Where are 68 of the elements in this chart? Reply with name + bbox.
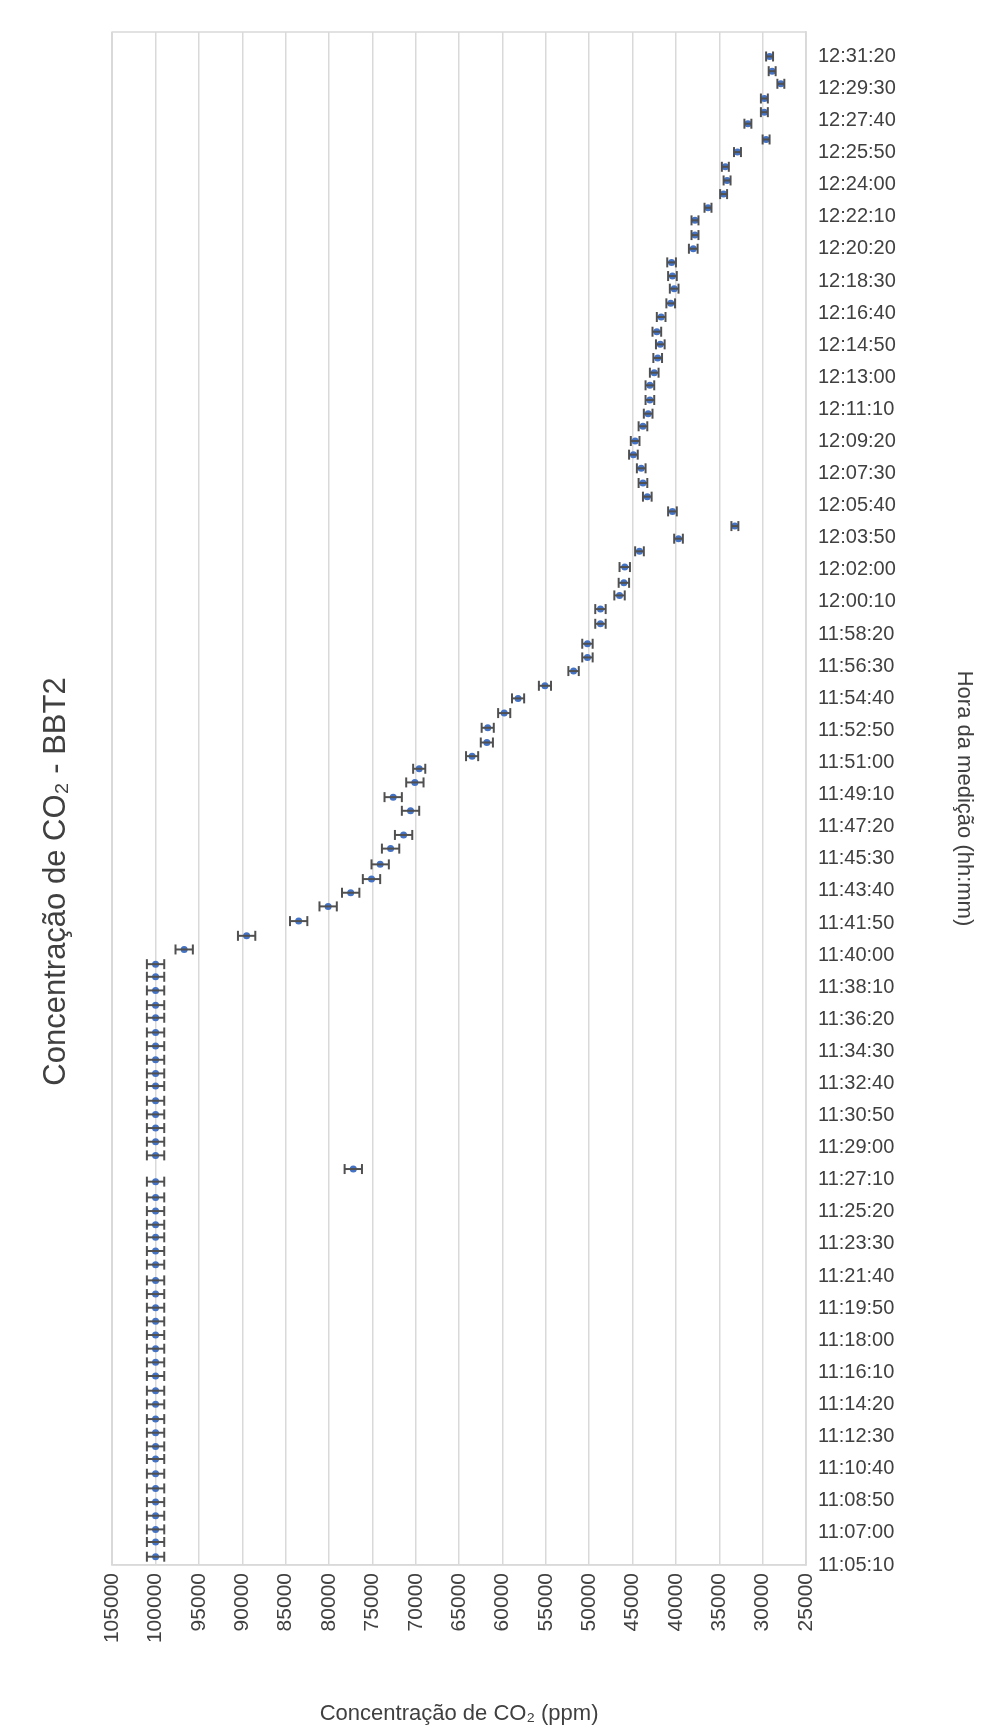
y-tick-label: 11:05:10 [818, 1552, 895, 1575]
y-axis-title: Hora da medição (hh:mm) [952, 670, 978, 927]
y-tick-label: 11:27:10 [818, 1167, 895, 1190]
x-tick-label: 55000 [532, 1573, 556, 1632]
y-tick-label: 11:36:20 [818, 1006, 895, 1029]
y-tick-label: 11:29:00 [818, 1135, 895, 1158]
x-tick-label: 65000 [445, 1573, 469, 1632]
y-tick-label: 11:41:50 [818, 910, 895, 933]
y-tick-label: 12:00:10 [818, 589, 896, 612]
y-tick-label: 11:10:40 [818, 1456, 895, 1479]
y-tick-label: 12:14:50 [818, 332, 896, 355]
y-tick-label: 12:03:50 [818, 525, 896, 548]
x-tick-label: 40000 [662, 1573, 686, 1632]
y-tick-label: 11:49:10 [818, 782, 895, 805]
y-tick-label: 12:02:00 [818, 557, 896, 580]
y-tick-label: 12:25:50 [818, 140, 896, 163]
y-tick-label: 11:25:20 [818, 1199, 895, 1222]
y-tick-label: 12:16:40 [818, 300, 896, 323]
y-tick-label: 11:54:40 [818, 685, 895, 708]
x-tick-label: 75000 [359, 1573, 383, 1632]
y-tick-label: 11:07:00 [818, 1520, 895, 1543]
y-tick-label: 11:34:30 [818, 1038, 895, 1061]
y-tick-label: 12:20:20 [818, 236, 896, 259]
x-tick-label: 105000 [99, 1573, 122, 1644]
x-tick-label: 95000 [185, 1573, 209, 1632]
y-tick-label: 11:38:10 [818, 974, 895, 997]
y-tick-label: 11:30:50 [818, 1103, 895, 1126]
x-tick-label: 100000 [142, 1573, 166, 1644]
y-tick-label: 11:08:50 [818, 1488, 895, 1511]
y-tick-label: 11:47:20 [818, 814, 895, 837]
y-tick-label: 12:09:20 [818, 428, 896, 451]
text: Concentração de CO₂ - BBT2 [37, 677, 73, 1086]
x-tick-label: 80000 [315, 1573, 339, 1632]
y-tick-label: 12:22:10 [818, 204, 896, 227]
y-tick-label: 12:18:30 [818, 268, 896, 291]
x-tick-label: 45000 [619, 1573, 643, 1632]
x-tick-label: 70000 [402, 1573, 426, 1632]
y-tick-label: 11:43:40 [818, 878, 895, 901]
y-tick-label: 12:29:30 [818, 75, 896, 98]
y-tick-label: 11:12:30 [818, 1424, 895, 1447]
x-tick-label: 85000 [272, 1573, 296, 1632]
y-tick-label: 12:11:10 [818, 396, 895, 419]
y-tick-label: 11:40:00 [818, 942, 895, 965]
y-tick-label: 12:07:30 [818, 461, 896, 484]
y-tick-label: 11:23:30 [818, 1231, 895, 1254]
y-tick-label: 11:32:40 [818, 1071, 895, 1094]
y-tick-label: 12:24:00 [818, 172, 896, 195]
y-tick-label: 11:19:50 [818, 1295, 895, 1318]
y-tick-label: 11:18:00 [818, 1327, 895, 1350]
y-tick-label: 12:13:00 [818, 364, 896, 387]
y-tick-label: 11:51:00 [818, 749, 895, 772]
x-tick-label: 35000 [706, 1573, 730, 1632]
y-tick-label: 12:05:40 [818, 493, 896, 516]
y-tick-label: 11:52:50 [818, 717, 895, 740]
y-tick-label: 12:27:40 [818, 107, 896, 130]
y-tick-label: 12:31:20 [818, 43, 896, 66]
y-tick-label: 11:16:10 [818, 1359, 895, 1382]
y-tick-label: 11:45:30 [818, 846, 895, 869]
y-tick-label: 11:14:20 [818, 1391, 895, 1414]
y-tick-label: 11:58:20 [818, 621, 895, 644]
y-tick-label: 11:21:40 [818, 1263, 895, 1286]
x-tick-label: 60000 [489, 1573, 513, 1632]
x-tick-label: 25000 [792, 1573, 816, 1632]
x-tick-label: 90000 [229, 1573, 253, 1632]
x-tick-label: 50000 [575, 1573, 599, 1632]
y-tick-label: 11:56:30 [818, 653, 895, 676]
x-axis-title: Concentração de CO₂ (ppm) [319, 1699, 599, 1725]
x-tick-label: 30000 [749, 1573, 773, 1632]
